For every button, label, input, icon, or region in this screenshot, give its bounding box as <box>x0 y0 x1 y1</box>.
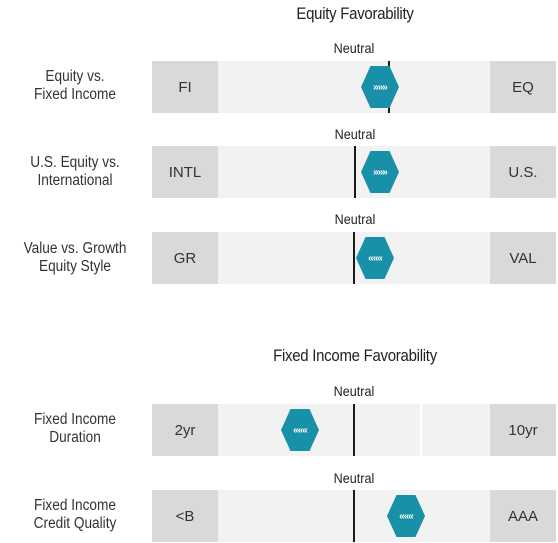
row-label: Fixed Income Credit Quality <box>9 497 141 533</box>
right-end-label: AAA <box>490 490 556 542</box>
left-end-label: FI <box>152 61 218 113</box>
right-end-label: EQ <box>490 61 556 113</box>
right-end-label: 10yr <box>490 404 556 456</box>
row-label-line2: Duration <box>49 429 101 446</box>
row-label-line1: Value vs. Growth <box>23 240 127 257</box>
left-end-label: GR <box>152 232 218 284</box>
equity-section-title: Equity Favorability <box>296 4 414 23</box>
row-label: Fixed Income Duration <box>9 411 141 447</box>
left-end-label: INTL <box>152 146 218 198</box>
left-end-label: 2yr <box>152 404 218 456</box>
row-label-line2: Equity Style <box>38 258 112 275</box>
fixed-income-section-title: Fixed Income Favorability <box>273 346 437 365</box>
row-label-line1: Fixed Income <box>34 411 116 428</box>
position-marker-icon: »»» <box>361 66 399 108</box>
position-marker-icon: ««« <box>387 495 425 537</box>
scale-divider <box>420 404 422 456</box>
row-label: Equity vs. Fixed Income <box>9 68 141 104</box>
right-end-label: VAL <box>490 232 556 284</box>
row-label-line2: International <box>37 172 113 189</box>
row-label-line1: Fixed Income <box>34 497 116 514</box>
favorability-bar: FI EQ <box>152 61 556 113</box>
neutral-line <box>353 232 355 284</box>
row-label-line1: U.S. Equity vs. <box>30 154 120 171</box>
neutral-line <box>353 490 355 542</box>
position-marker-icon: ««« <box>281 409 319 451</box>
neutral-label: Neutral <box>333 470 375 486</box>
row-label: Value vs. Growth Equity Style <box>9 240 141 276</box>
neutral-label: Neutral <box>334 126 376 142</box>
neutral-label: Neutral <box>334 211 376 227</box>
neutral-line <box>353 404 355 456</box>
row-label-line2: Credit Quality <box>33 515 117 532</box>
row-label-line1: Equity vs. <box>45 68 105 85</box>
row-label-line2: Fixed Income <box>34 86 116 103</box>
position-marker-icon: ««« <box>356 237 394 279</box>
position-marker-icon: »»» <box>361 151 399 193</box>
neutral-label: Neutral <box>333 40 375 56</box>
row-label: U.S. Equity vs. International <box>9 154 141 190</box>
neutral-line <box>354 146 356 198</box>
neutral-label: Neutral <box>333 383 375 399</box>
right-end-label: U.S. <box>490 146 556 198</box>
left-end-label: <B <box>152 490 218 542</box>
